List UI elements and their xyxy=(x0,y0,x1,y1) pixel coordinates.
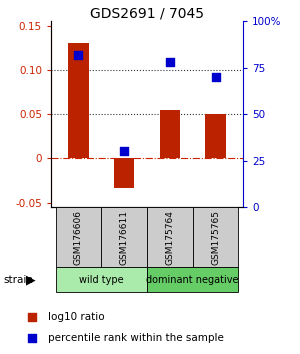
Bar xyxy=(147,207,193,267)
Bar xyxy=(56,207,101,267)
Bar xyxy=(205,114,226,159)
Point xyxy=(167,59,172,65)
Text: percentile rank within the sample: percentile rank within the sample xyxy=(48,332,224,343)
Point xyxy=(213,74,218,80)
Text: wild type: wild type xyxy=(79,275,124,285)
Text: GSM175764: GSM175764 xyxy=(165,210,174,265)
Bar xyxy=(101,207,147,267)
Text: ▶: ▶ xyxy=(26,274,35,287)
Text: GSM176611: GSM176611 xyxy=(120,210,129,265)
Title: GDS2691 / 7045: GDS2691 / 7045 xyxy=(90,6,204,20)
Bar xyxy=(114,159,134,188)
Bar xyxy=(68,44,89,159)
Bar xyxy=(193,207,238,267)
Point xyxy=(122,149,127,154)
Point xyxy=(76,52,81,57)
Text: log10 ratio: log10 ratio xyxy=(48,312,105,322)
Bar xyxy=(56,267,147,292)
Text: strain: strain xyxy=(3,275,33,285)
Bar xyxy=(160,110,180,159)
Text: GSM176606: GSM176606 xyxy=(74,210,83,265)
Bar xyxy=(147,267,238,292)
Text: dominant negative: dominant negative xyxy=(146,275,239,285)
Point xyxy=(29,314,34,320)
Point xyxy=(29,335,34,341)
Text: GSM175765: GSM175765 xyxy=(211,210,220,265)
